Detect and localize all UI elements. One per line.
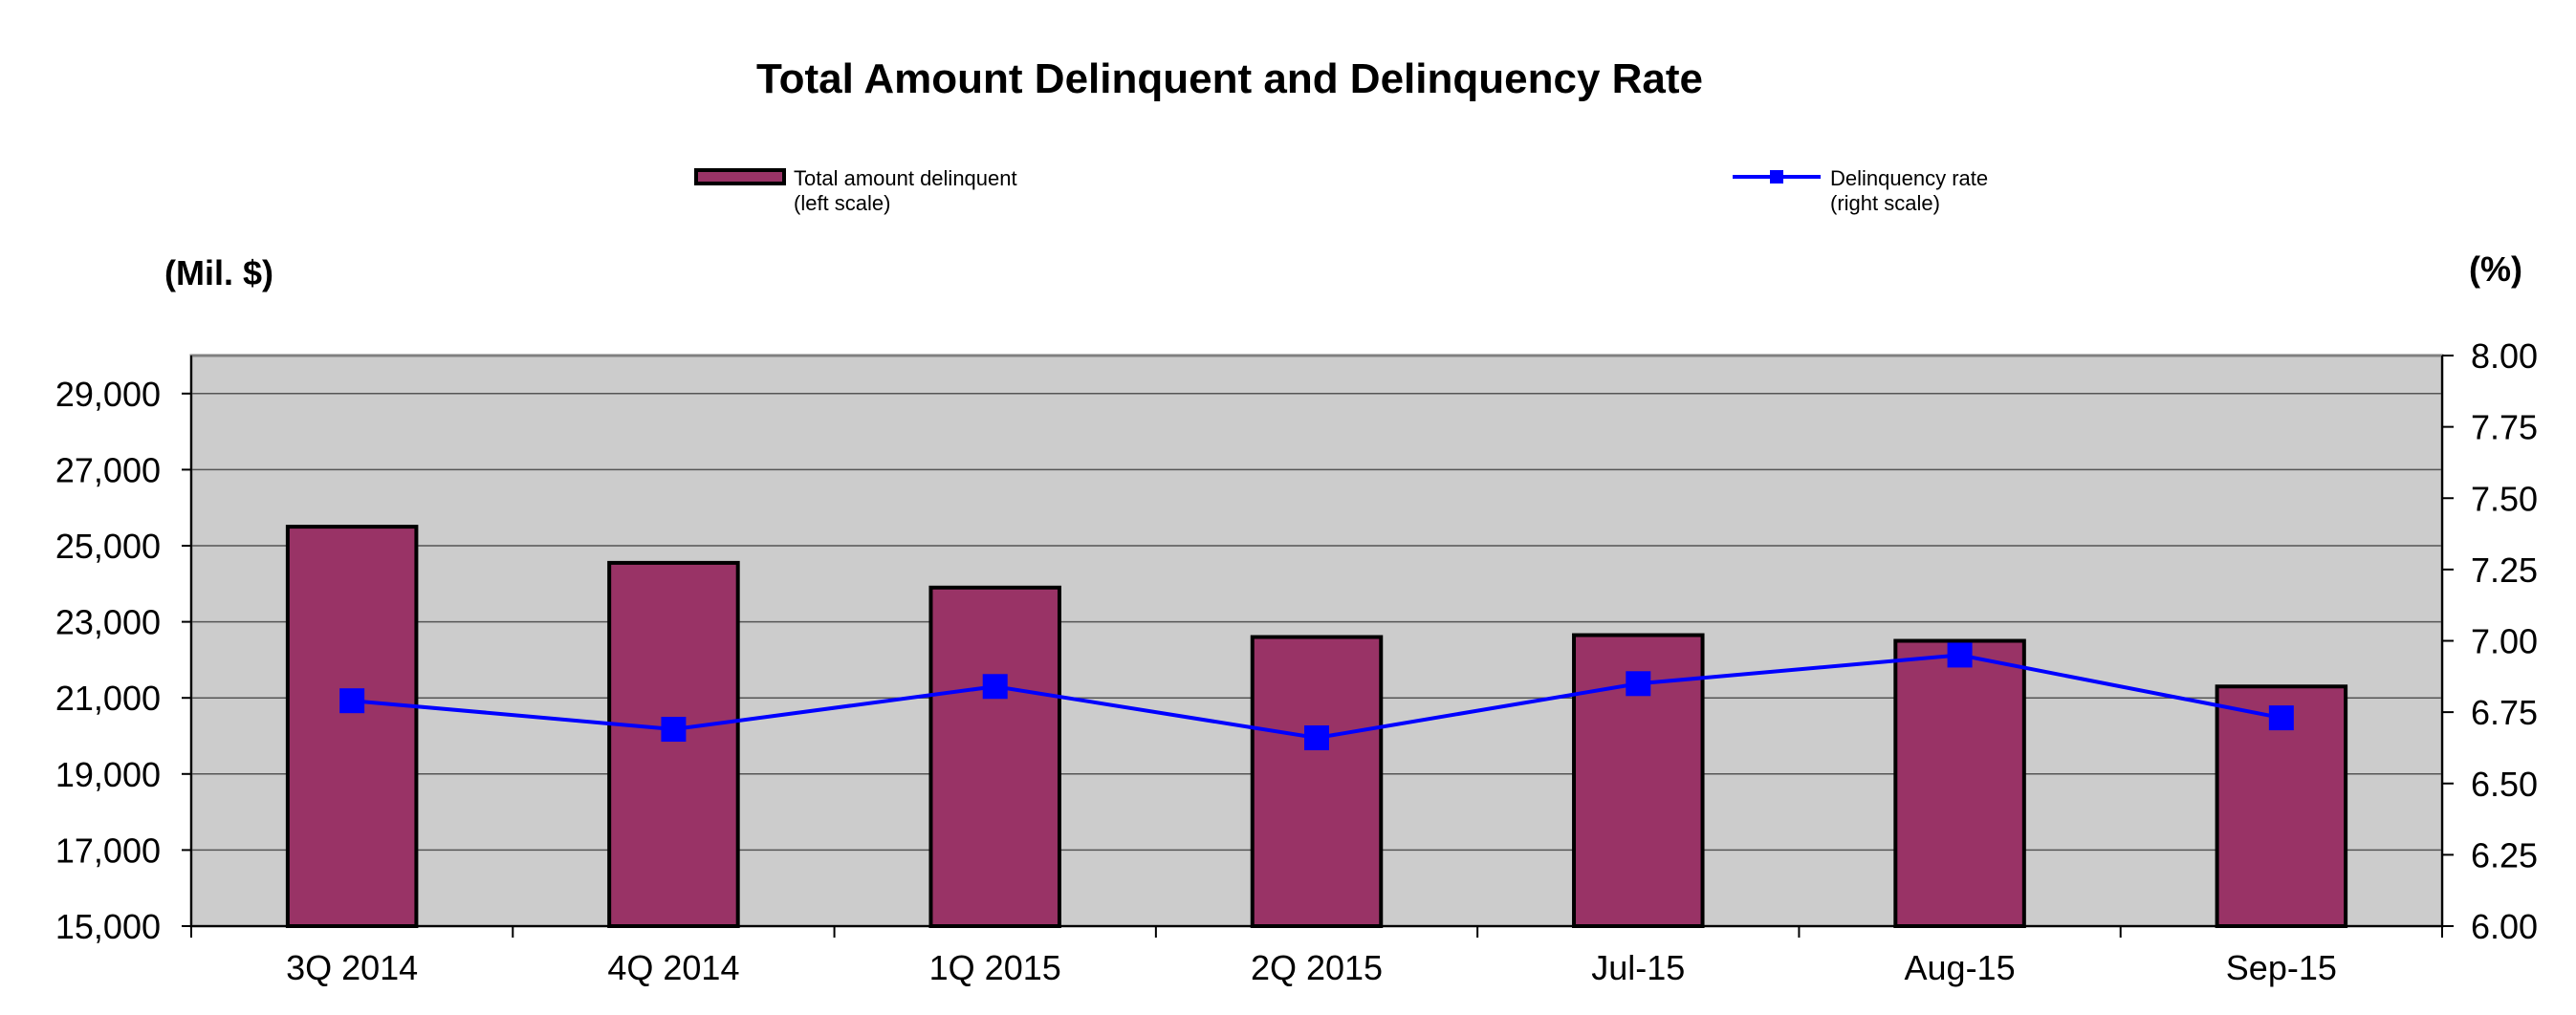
bar <box>285 525 419 928</box>
left-tick-label: 17,000 <box>55 831 161 870</box>
right-tick-label: 6.50 <box>2471 765 2538 804</box>
rate-point <box>982 674 1008 700</box>
x-axis-ticks: 3Q 2014 4Q 2014 1Q 2015 2Q 2015 Jul-15 Aug-15… <box>190 926 2443 987</box>
rate-point <box>661 717 687 743</box>
right-tick-label: 6.75 <box>2471 693 2538 732</box>
right-tick-label: 6.00 <box>2471 907 2538 946</box>
bar <box>1250 635 1384 929</box>
x-tick-label: 4Q 2014 <box>607 948 739 987</box>
chart-title: Total Amount Delinquent and Delinquency … <box>756 55 1703 102</box>
right-tick-label: 7.00 <box>2471 622 2538 661</box>
legend-item-line: Delinquency rate (right scale) <box>1733 166 1988 215</box>
bar-series <box>285 525 2348 929</box>
bar <box>928 585 1061 929</box>
left-tick-label: 23,000 <box>55 603 161 642</box>
line-series <box>339 642 2294 750</box>
gridlines <box>191 393 2442 852</box>
legend-marker-swatch <box>1770 170 1783 184</box>
right-tick-label: 7.50 <box>2471 479 2538 518</box>
rate-point <box>1304 724 1329 750</box>
left-tick-label: 19,000 <box>55 755 161 794</box>
left-tick-label: 15,000 <box>55 907 161 946</box>
legend: Total amount delinquent (left scale) Del… <box>694 166 1988 215</box>
right-tick-label: 6.25 <box>2471 835 2538 875</box>
legend-swatch-bars <box>694 168 786 185</box>
left-tick-label: 25,000 <box>55 527 161 566</box>
rate-point <box>1947 642 1973 668</box>
left-tick-label: 21,000 <box>55 679 161 718</box>
rate-point <box>1626 671 1651 697</box>
left-axis-unit: (Mil. $) <box>164 253 273 292</box>
rate-point <box>339 688 365 714</box>
x-tick-label: 3Q 2014 <box>286 948 418 987</box>
legend-label-line: Delinquency rate <box>1830 166 1988 190</box>
bar <box>607 560 740 928</box>
rate-point <box>2268 705 2294 731</box>
x-tick-label: Aug-15 <box>1905 948 2016 987</box>
legend-note-bars: (left scale) <box>794 191 890 215</box>
left-tick-label: 27,000 <box>55 450 161 489</box>
legend-note-line: (right scale) <box>1830 191 1940 215</box>
left-axis-ticks: 15,000 17,000 19,000 21,000 23,000 25,000 27,0… <box>55 375 191 946</box>
right-axis-ticks: 6.00 6.25 6.50 6.75 7.00 7.25 7.50 7.75 8.00 <box>2442 336 2538 946</box>
bar <box>1893 638 2026 928</box>
legend-item-bars: Total amount delinquent (left scale) <box>694 166 1017 215</box>
right-tick-label: 7.25 <box>2471 551 2538 590</box>
x-tick-label: Jul-15 <box>1591 948 1685 987</box>
legend-label-bars: Total amount delinquent <box>794 166 1017 190</box>
x-tick-label: 1Q 2015 <box>929 948 1061 987</box>
right-tick-label: 7.75 <box>2471 408 2538 447</box>
left-tick-label: 29,000 <box>55 375 161 414</box>
x-tick-label: Sep-15 <box>2226 948 2337 987</box>
x-tick-label: 2Q 2015 <box>1251 948 1383 987</box>
right-axis-unit: (%) <box>2469 249 2522 289</box>
right-tick-label: 8.00 <box>2471 336 2538 376</box>
